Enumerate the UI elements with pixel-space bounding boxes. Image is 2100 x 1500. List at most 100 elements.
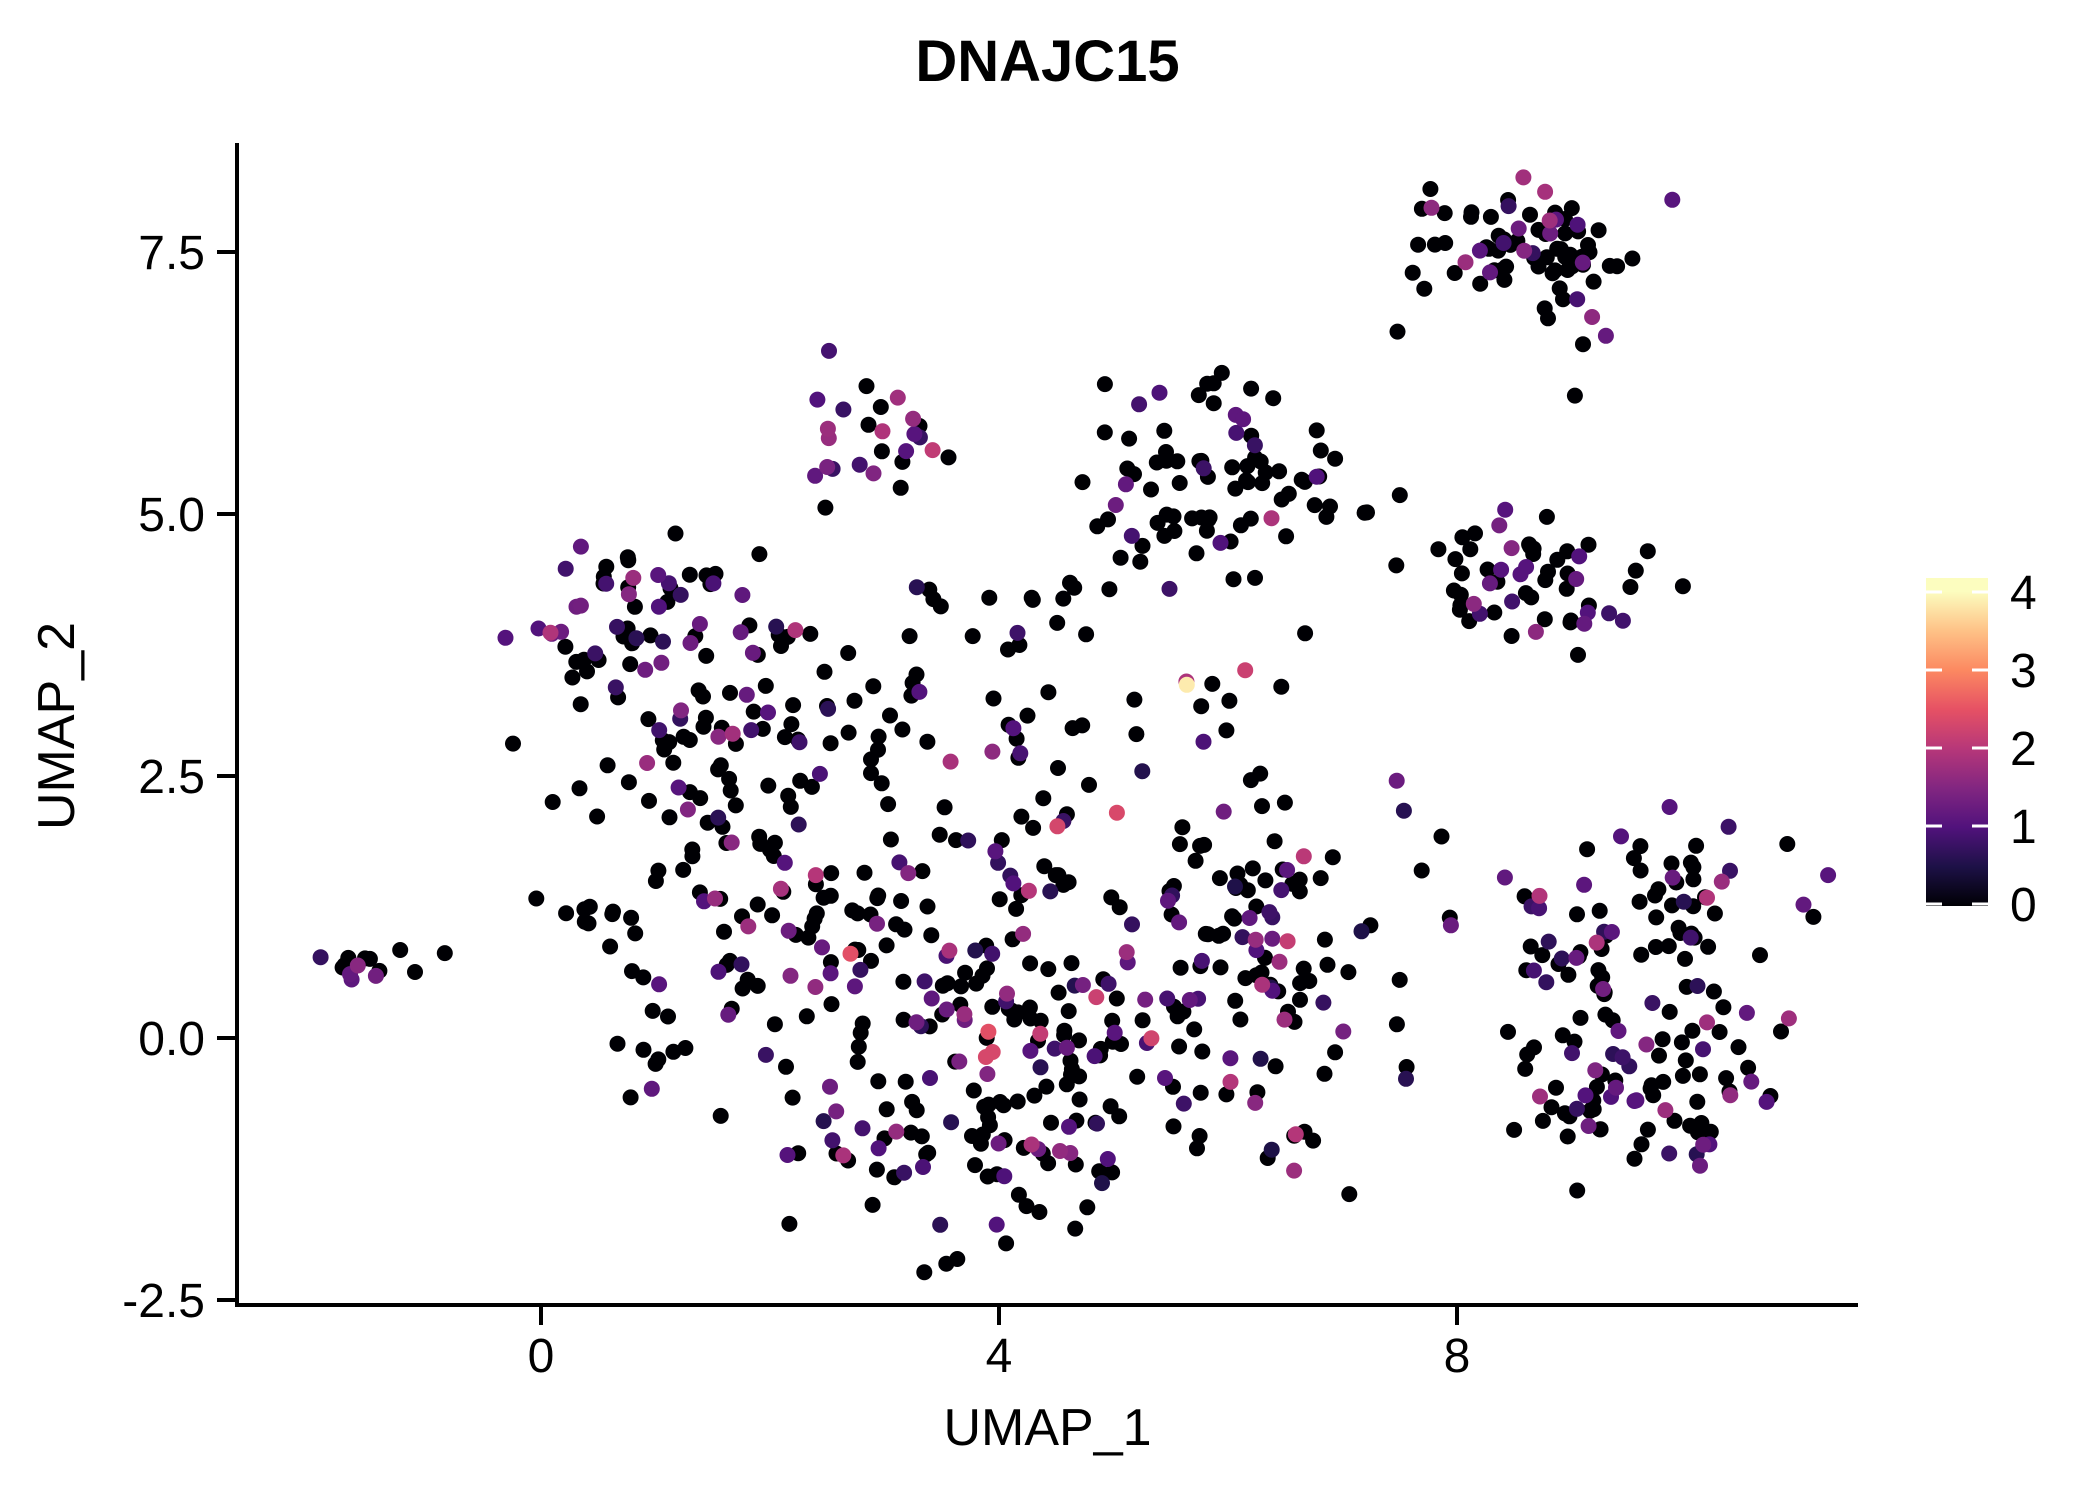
data-point xyxy=(609,1035,626,1052)
data-point xyxy=(665,754,682,771)
data-point xyxy=(1738,1004,1755,1021)
data-point xyxy=(1104,1012,1121,1029)
data-point xyxy=(1685,859,1702,876)
data-point xyxy=(1165,508,1182,525)
data-point xyxy=(576,913,593,930)
data-point xyxy=(743,722,760,739)
data-point xyxy=(1486,604,1503,621)
data-point xyxy=(1184,510,1201,527)
data-point xyxy=(407,964,423,980)
data-point xyxy=(722,782,739,799)
data-point xyxy=(1655,1073,1672,1090)
data-point xyxy=(776,729,793,746)
data-point xyxy=(1597,327,1614,344)
data-point xyxy=(622,1089,639,1106)
data-point xyxy=(1058,1039,1075,1056)
data-point xyxy=(710,728,727,745)
data-point xyxy=(1553,950,1570,967)
data-point xyxy=(1779,836,1796,852)
data-point xyxy=(1453,565,1470,582)
data-point xyxy=(1327,450,1344,467)
data-point xyxy=(915,1159,931,1175)
data-point xyxy=(895,973,912,990)
data-point xyxy=(1156,422,1173,439)
data-point xyxy=(1722,1087,1739,1104)
data-point xyxy=(1280,485,1297,502)
data-point xyxy=(920,1144,937,1161)
data-point xyxy=(949,1251,966,1267)
data-point xyxy=(1628,1092,1645,1109)
data-point xyxy=(1562,612,1579,629)
data-point xyxy=(1568,571,1585,587)
data-point xyxy=(1252,1050,1269,1067)
data-point xyxy=(815,1113,832,1130)
data-point xyxy=(979,960,995,977)
data-point xyxy=(822,965,839,982)
data-point xyxy=(647,873,664,889)
data-point xyxy=(623,909,640,926)
data-point xyxy=(628,630,645,647)
data-point xyxy=(1633,1136,1650,1153)
data-point xyxy=(914,863,931,880)
x-tick-label: 8 xyxy=(1444,1330,1471,1383)
data-point xyxy=(698,647,715,664)
data-point xyxy=(1543,1099,1560,1116)
data-point xyxy=(819,420,836,437)
data-point xyxy=(1705,983,1722,1000)
data-point xyxy=(1674,1067,1691,1084)
data-point xyxy=(1542,225,1559,242)
data-point xyxy=(1442,917,1459,934)
data-point xyxy=(1022,1042,1039,1059)
data-point xyxy=(1165,1118,1182,1135)
data-point xyxy=(1568,1100,1585,1117)
data-point xyxy=(1252,765,1269,782)
data-point xyxy=(863,952,879,969)
data-point xyxy=(312,949,329,966)
data-point xyxy=(665,1043,682,1060)
data-point xyxy=(1548,1079,1564,1096)
data-point xyxy=(1436,205,1453,222)
data-point xyxy=(1205,375,1222,392)
data-point xyxy=(1211,870,1228,887)
data-point xyxy=(1554,1027,1571,1044)
data-point xyxy=(940,449,957,466)
data-point xyxy=(822,735,839,752)
data-point xyxy=(1691,1066,1708,1083)
data-point xyxy=(1720,818,1737,835)
data-point xyxy=(653,654,670,671)
data-point xyxy=(1601,257,1618,274)
data-point xyxy=(1639,543,1656,560)
data-point xyxy=(1647,887,1663,904)
data-point xyxy=(1534,947,1551,964)
data-point xyxy=(1541,212,1558,229)
data-point xyxy=(1597,1006,1614,1023)
data-point xyxy=(1023,589,1040,606)
data-point xyxy=(1684,1022,1701,1039)
data-point xyxy=(943,1114,960,1131)
data-point xyxy=(1101,581,1118,598)
data-point xyxy=(893,893,910,909)
data-point xyxy=(1536,611,1553,628)
data-point xyxy=(1591,902,1608,919)
data-point xyxy=(1718,1070,1735,1087)
data-point xyxy=(1471,242,1488,259)
data-point xyxy=(1677,950,1693,967)
data-point xyxy=(637,661,654,678)
data-point xyxy=(891,854,908,871)
data-point xyxy=(723,834,740,851)
data-point xyxy=(1193,952,1210,969)
data-point xyxy=(1639,1121,1656,1138)
data-point xyxy=(642,627,659,644)
data-point xyxy=(1576,615,1593,632)
data-point xyxy=(984,945,1001,962)
data-point xyxy=(1297,625,1314,642)
data-point xyxy=(1644,995,1661,1011)
data-point xyxy=(1657,1102,1674,1119)
data-point xyxy=(882,707,898,724)
data-point xyxy=(757,677,774,694)
data-point xyxy=(779,1147,796,1163)
data-point xyxy=(1012,745,1029,762)
data-point xyxy=(1482,264,1498,281)
data-point xyxy=(1557,225,1574,242)
